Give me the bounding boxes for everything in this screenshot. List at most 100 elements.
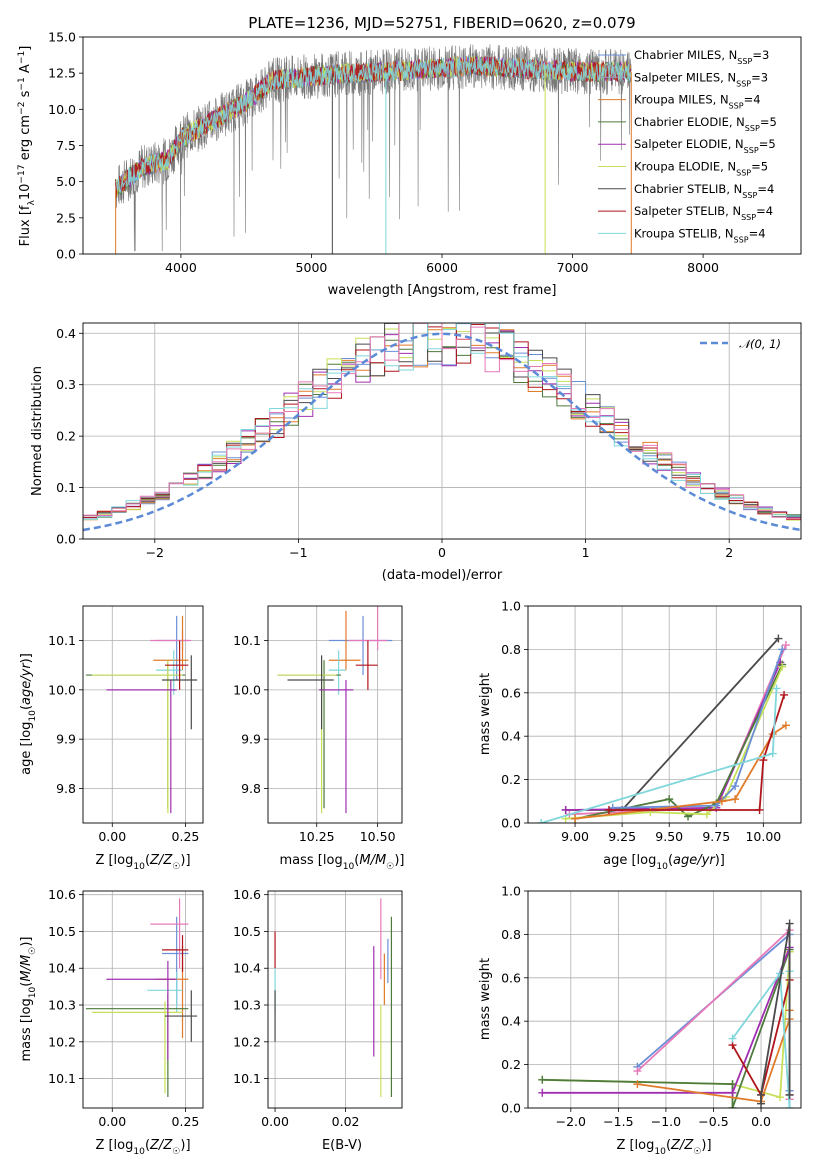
text-part: Kroupa MILES, N	[634, 93, 729, 107]
text-part: (	[668, 853, 673, 868]
x-axis-label: Z [log10(Z/Z☉)]	[616, 1138, 711, 1157]
text-part: ☉	[693, 1147, 701, 1157]
x-tick-label: 9.50	[655, 829, 683, 844]
weight-marker	[538, 1088, 547, 1097]
age_vs_z-plot	[85, 615, 198, 814]
gaussian-curve	[83, 332, 801, 532]
y-tick-label: 0.0	[501, 1101, 521, 1116]
weight-marker	[728, 1088, 737, 1097]
legend-label: Kroupa MILES, NSSP=4	[634, 93, 761, 111]
x-axis-label: Z [log10(Z/Z☉)]	[95, 853, 190, 872]
axes-frame	[527, 605, 802, 824]
text-part: =5	[760, 115, 777, 129]
y-tick-label: 0.0	[501, 816, 521, 831]
x-tick-label: 0.0	[751, 1114, 771, 1129]
x-tick-label: −0.5	[698, 1114, 728, 1129]
x-axis-label: E(B-V)	[322, 1138, 362, 1153]
text-part: 10	[28, 710, 38, 722]
spectrum-plot	[115, 44, 632, 254]
weight-marker	[728, 1104, 737, 1108]
y-axis-label: mass weight	[478, 958, 493, 1040]
y-tick-label: 9.9	[56, 732, 76, 747]
x-tick-label: 2	[725, 545, 733, 560]
weight-marker	[774, 634, 783, 643]
text-part: SSP	[736, 168, 751, 177]
y-tick-label: 10.5	[233, 924, 261, 939]
text-part: Salpeter MILES, N	[634, 70, 736, 84]
text-part: 10	[18, 184, 33, 201]
x-tick-label: 9.25	[608, 829, 636, 844]
y-tick-label: 10.1	[48, 1071, 76, 1086]
text-part: SSP	[744, 146, 759, 155]
text-part: )]	[180, 1138, 190, 1153]
weight-marker	[702, 810, 711, 819]
text-part: 10	[656, 862, 668, 872]
weight-line-9	[569, 644, 787, 816]
text-part: s	[18, 90, 33, 101]
text-part: =4	[757, 182, 774, 196]
weight-marker	[781, 641, 790, 650]
y-tick-label: 10.6	[233, 887, 261, 902]
x-axis-label: Z [log10(Z/Z☉)]	[95, 1138, 190, 1157]
y-tick-label: 10.0	[48, 682, 76, 697]
legend-label: 𝒩(0, 1)	[739, 337, 781, 351]
text-part: mass [log	[19, 998, 34, 1061]
weight-marker	[717, 797, 726, 806]
weight-marker	[571, 814, 580, 823]
weight-line-0	[612, 649, 784, 809]
y-tick-label: 10.0	[233, 682, 261, 697]
text-part: Salpeter STELIB, N	[634, 204, 741, 218]
figure-title: PLATE=1236, MJD=52751, FIBERID=0620, z=0…	[248, 14, 635, 32]
legend-label: Salpeter STELIB, NSSP=4	[634, 204, 773, 222]
weight-marker	[785, 1090, 794, 1099]
weight-marker	[633, 1067, 642, 1076]
legend-label: Kroupa ELODIE, NSSP=5	[634, 160, 768, 178]
y-tick-label: 10.0	[48, 102, 76, 117]
text-part: −17	[17, 164, 27, 183]
mass_vs_z-axes: 0.00 0.25 10.1 10.2 10.3 10.4 10.5 10.6	[48, 887, 204, 1129]
weight-marker	[776, 1093, 785, 1102]
text-part: Z [log	[95, 1138, 133, 1153]
y-tick-label: 10.2	[233, 1034, 261, 1049]
weight-marker	[755, 805, 764, 814]
y-axis-label: mass [log10(M/M☉)]	[19, 937, 38, 1062]
y-tick-label: 0.6	[501, 970, 521, 985]
text-part: age/yr	[673, 853, 716, 868]
text-part: SSP	[736, 79, 751, 88]
x-tick-label: −1	[289, 545, 307, 560]
residuals-plot	[83, 323, 801, 539]
text-part: A	[18, 64, 33, 77]
axes-frame	[82, 605, 204, 824]
x-tick-label: 0.02	[332, 1114, 360, 1129]
text-part: )]	[19, 653, 34, 663]
y-tick-label: 10.3	[48, 998, 76, 1013]
text-part: 10	[28, 987, 38, 999]
y-tick-label: 10.3	[233, 998, 261, 1013]
weight-marker	[759, 756, 768, 765]
y-tick-label: 1.0	[501, 884, 521, 899]
text-part: SSP	[734, 235, 749, 244]
text-part: (	[19, 705, 34, 710]
x-tick-label: 9.75	[702, 829, 730, 844]
x-axis-label: age [log10(age/yr)]	[603, 853, 725, 872]
weight-marker	[778, 662, 787, 671]
text-part: Flux [f	[18, 205, 33, 246]
age_vs_z-axes: 0.00 0.25 9.8 9.9 10.0 10.1	[48, 605, 204, 844]
x-tick-label: 0.00	[98, 1114, 126, 1129]
mass_vs_ebv-plot	[274, 898, 393, 1097]
x-axis-label: mass [log10(M/M☉)]	[280, 853, 405, 872]
text-part: Z/Z	[149, 1138, 173, 1153]
weight-marker	[772, 684, 781, 693]
weight_vs_age-axes: 9.00 9.25 9.50 9.75 10.00 0.0 0.2 0.4 0.6 0.8 1.0	[501, 599, 802, 844]
text-part: =4	[756, 204, 773, 218]
legend-label: Kroupa STELIB, NSSP=4	[634, 226, 766, 244]
weight-marker	[768, 749, 777, 758]
y-tick-label: 9.8	[56, 781, 76, 796]
weight_vs_z-axes: −2.0 −1.5 −1.0 −0.5 0.0 0.0 0.2 0.4 0.6 0.8 1.0	[501, 884, 802, 1129]
text-part: Chabrier MILES, N	[634, 48, 737, 62]
y-tick-label: 10.1	[233, 1071, 261, 1086]
weight_vs_z-plot	[538, 919, 794, 1108]
weight-marker	[781, 721, 790, 730]
text-part: SSP	[745, 123, 760, 132]
